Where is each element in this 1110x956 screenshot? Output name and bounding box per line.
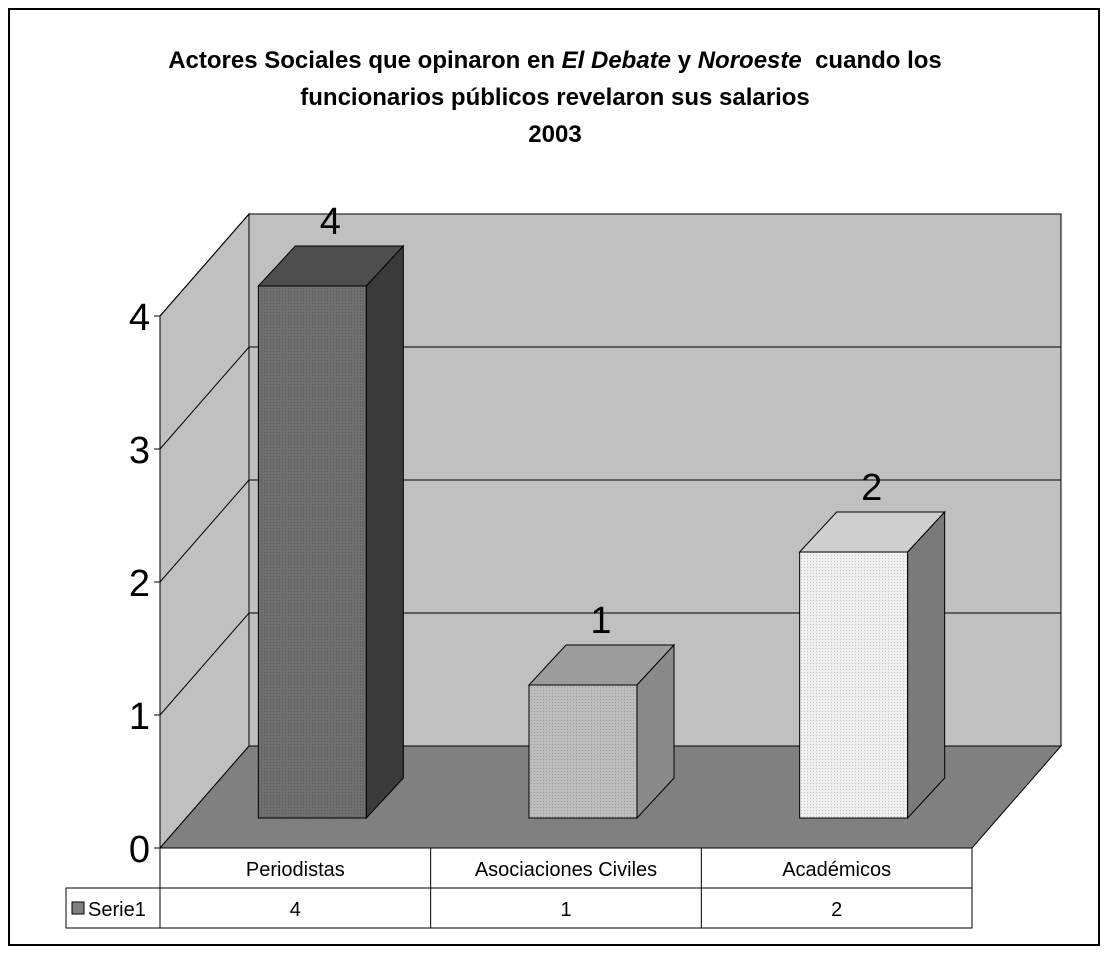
title-text-1e: cuando los xyxy=(801,47,942,74)
y-tick-label: 4 xyxy=(129,297,150,339)
bar-side xyxy=(636,643,675,820)
bar-front-texture xyxy=(529,685,637,818)
y-tick-label: 3 xyxy=(129,430,150,472)
bar-side xyxy=(907,510,946,820)
gridline xyxy=(159,479,1061,583)
data-label: 4 xyxy=(320,201,341,243)
category-label: Asociaciones Civiles xyxy=(475,859,657,881)
bar-side xyxy=(365,244,404,820)
table-value: 1 xyxy=(560,899,571,921)
title-text-1a: Actores Sociales que opinaron en xyxy=(168,47,562,74)
table-header-row xyxy=(159,847,973,889)
table-value: 2 xyxy=(831,899,842,921)
category-label: Periodistas xyxy=(246,859,345,881)
data-label: 2 xyxy=(861,467,882,509)
category-label: Académicos xyxy=(782,859,891,881)
title-line-3: 2003 xyxy=(528,121,582,148)
gridline xyxy=(159,213,1061,317)
data-label: 1 xyxy=(590,600,611,642)
bar-front-texture xyxy=(799,552,908,818)
table-value: 4 xyxy=(290,899,301,921)
y-tick-label: 1 xyxy=(129,696,150,738)
gridline xyxy=(159,612,1061,716)
chart-title: Actores Sociales que opinaron en El Deba… xyxy=(0,42,1110,153)
gridline xyxy=(159,346,1061,450)
y-tick-label: 0 xyxy=(129,829,150,871)
legend-series-name: Serie1 xyxy=(88,899,146,921)
title-line-1: Actores Sociales que opinaron en El Deba… xyxy=(0,42,1110,79)
legend-swatch xyxy=(71,901,85,915)
y-tick-label: 2 xyxy=(129,563,150,605)
bar-front-texture xyxy=(258,286,367,818)
title-text-1c: y xyxy=(671,47,698,74)
table-data-row xyxy=(65,887,973,929)
title-text-1d: Noroeste xyxy=(697,47,802,74)
title-text-1b: El Debate xyxy=(561,47,672,74)
title-line-2: funcionarios públicos revelaron sus sala… xyxy=(300,84,810,111)
